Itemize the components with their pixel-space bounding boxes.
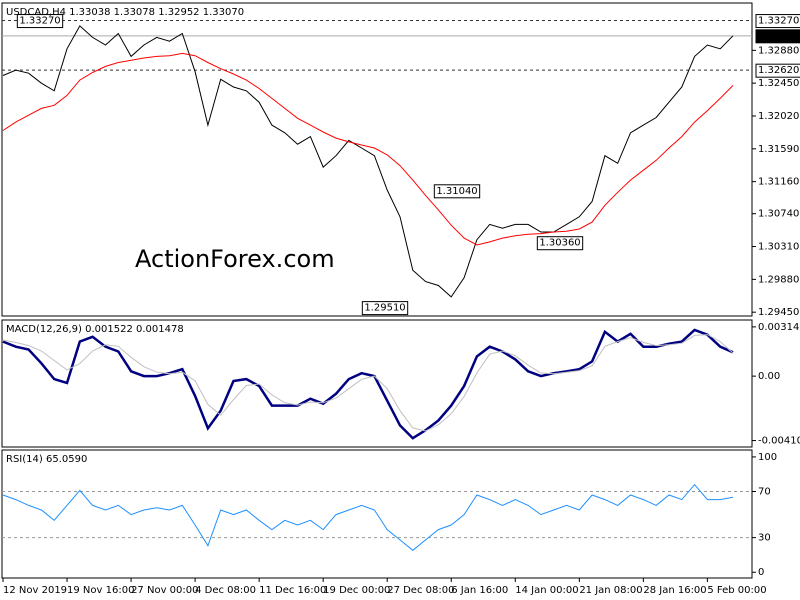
series-line [2, 334, 734, 432]
annotation-box [361, 301, 409, 316]
y-tick-label: 1.31590 [758, 144, 799, 155]
y-tick-label: 1.32020 [758, 111, 799, 122]
x-tick-label: 5 Feb 00:00 [707, 585, 766, 596]
x-tick-label: 6 Jan 16:00 [451, 585, 508, 596]
x-tick-label: 12 Nov 2019 [3, 585, 67, 596]
panel-title: USDCAD,H4 1.33038 1.33078 1.32952 1.3307… [6, 7, 244, 18]
hline-label: 1.32620 [758, 65, 799, 76]
annotation-box [16, 14, 64, 29]
y-tick-label: 1.31160 [758, 177, 799, 188]
y-tick-label: 0.00 [758, 371, 780, 382]
annotation: 1.33270 [19, 16, 60, 27]
watermark: ActionForex.com [135, 245, 335, 273]
y-tick-label: 70 [758, 487, 771, 498]
x-tick-label: 21 Jan 08:00 [579, 585, 642, 596]
y-tick-label: 1.32450 [758, 78, 799, 89]
annotation-box [433, 184, 481, 199]
panel-title: RSI(14) 65.0590 [6, 454, 87, 465]
x-tick-label: 14 Jan 00:00 [515, 585, 578, 596]
hline-label-box [755, 63, 800, 78]
series-line [2, 328, 734, 440]
y-tick-label: -0.004108 [758, 436, 800, 447]
hline-label: 1.33270 [758, 16, 799, 27]
y-tick-label: 1.30740 [758, 209, 799, 220]
annotation: 1.31040 [436, 186, 477, 197]
x-tick-label: 28 Jan 16:00 [643, 585, 706, 596]
series-line [2, 52, 734, 246]
y-tick-label: 0 [758, 567, 764, 578]
x-tick-label: 27 Dec 08:00 [387, 585, 454, 596]
y-tick-label: 1.30310 [758, 242, 799, 253]
price-label-box [755, 29, 800, 44]
panel-title: MACD(12,26,9) 0.001522 0.001478 [6, 324, 184, 335]
x-tick-label: 19 Dec 00:00 [323, 585, 390, 596]
y-tick-label: 1.29880 [758, 274, 799, 285]
y-tick-label: 1.32880 [758, 45, 799, 56]
annotation: 1.30360 [539, 238, 580, 249]
x-tick-label: 4 Dec 08:00 [195, 585, 256, 596]
y-tick-label: 0.00314 [758, 322, 799, 333]
panel-frame [1, 2, 753, 317]
series-line [2, 25, 734, 298]
y-tick-label: 1.29450 [758, 307, 799, 318]
y-tick-label: 100 [758, 452, 777, 463]
x-tick-label: 11 Dec 16:00 [259, 585, 326, 596]
x-tick-label: 27 Nov 00:00 [131, 585, 198, 596]
annotation: 1.29510 [364, 303, 405, 314]
x-tick-label: 19 Nov 16:00 [67, 585, 134, 596]
annotation-box [536, 236, 584, 251]
hline-label-box [755, 14, 800, 29]
price-label: 1.33070 [758, 31, 799, 42]
series-line [2, 483, 734, 551]
y-tick-label: 30 [758, 533, 771, 544]
